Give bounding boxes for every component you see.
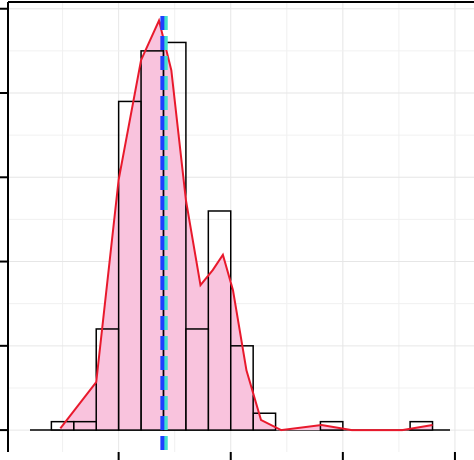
density-area [60, 20, 433, 431]
density-curve [59, 17, 433, 432]
histogram-bar [252, 412, 277, 431]
histogram-bar [207, 210, 232, 431]
